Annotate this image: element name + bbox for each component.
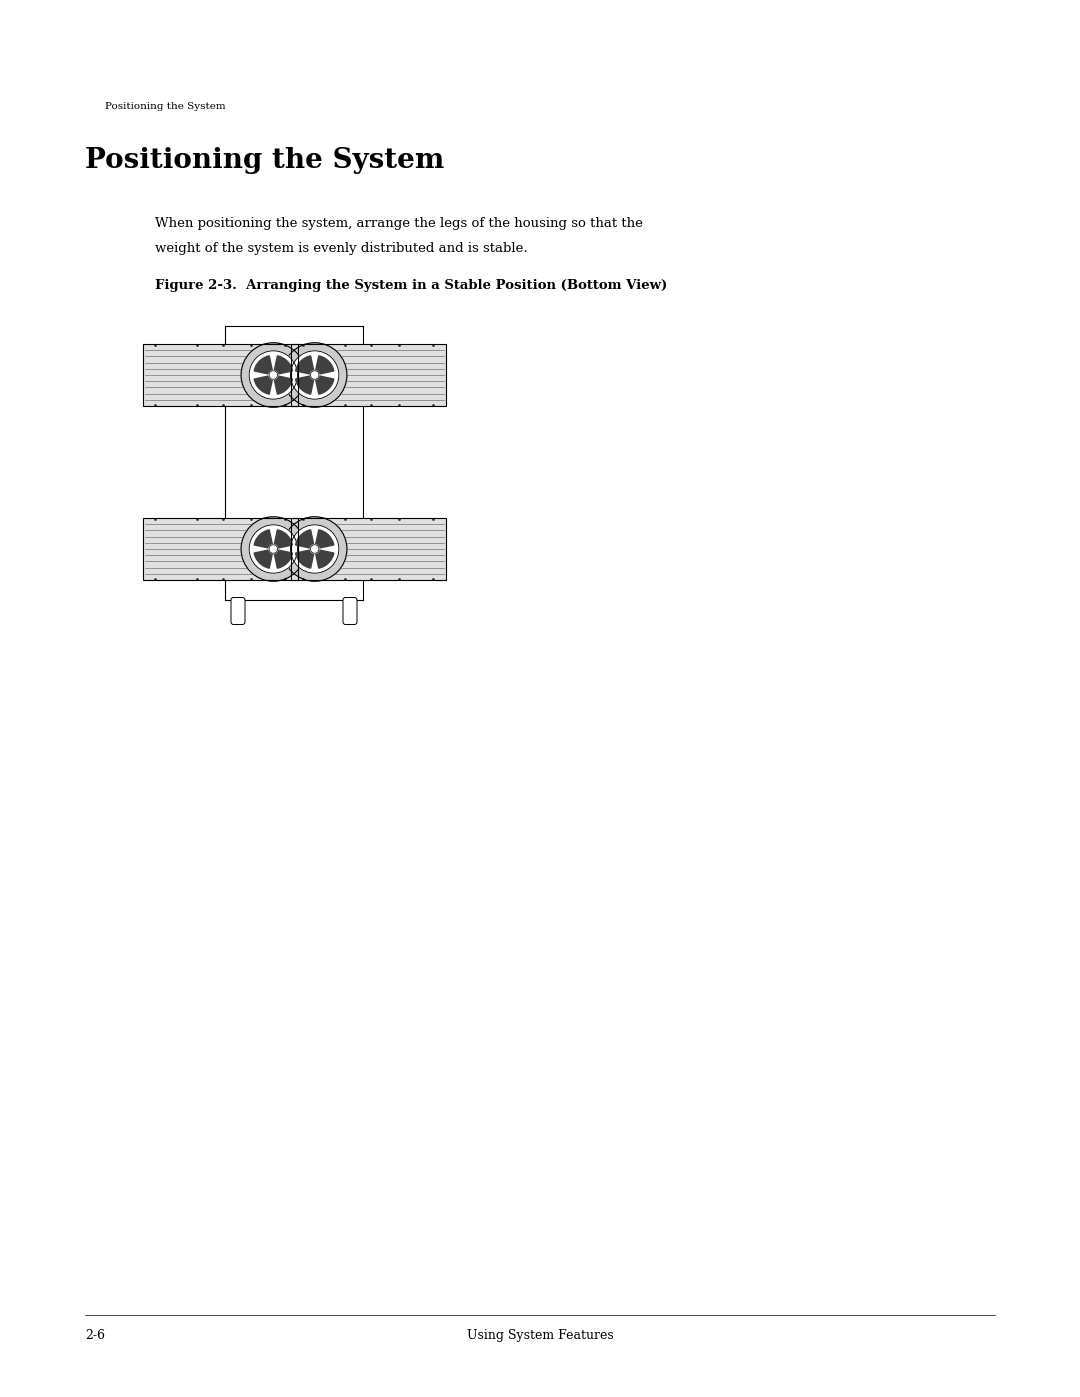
Bar xyxy=(291,344,446,407)
Polygon shape xyxy=(296,356,313,374)
Text: Using System Features: Using System Features xyxy=(467,1329,613,1343)
Circle shape xyxy=(291,525,339,573)
Circle shape xyxy=(249,351,297,400)
Text: Positioning the System: Positioning the System xyxy=(85,147,444,175)
Bar xyxy=(143,344,297,407)
FancyBboxPatch shape xyxy=(231,598,245,624)
Polygon shape xyxy=(315,376,334,394)
Circle shape xyxy=(249,525,297,573)
Circle shape xyxy=(269,370,278,379)
Circle shape xyxy=(241,342,306,408)
Text: 2-6: 2-6 xyxy=(85,1329,105,1343)
Text: Positioning the System: Positioning the System xyxy=(105,102,226,110)
Text: Figure 2-3.  Arranging the System in a Stable Position (Bottom View): Figure 2-3. Arranging the System in a St… xyxy=(156,279,667,292)
Circle shape xyxy=(310,545,319,553)
Polygon shape xyxy=(274,529,293,548)
Circle shape xyxy=(269,545,278,553)
Polygon shape xyxy=(315,550,334,569)
Circle shape xyxy=(241,517,306,581)
Bar xyxy=(291,518,446,580)
Circle shape xyxy=(310,370,319,379)
Polygon shape xyxy=(296,376,313,394)
FancyBboxPatch shape xyxy=(343,598,357,624)
Bar xyxy=(291,518,446,580)
Circle shape xyxy=(283,342,347,408)
Polygon shape xyxy=(254,529,272,548)
Bar xyxy=(143,518,297,580)
Polygon shape xyxy=(315,529,334,548)
Bar xyxy=(291,344,446,407)
Polygon shape xyxy=(254,376,272,394)
Polygon shape xyxy=(254,550,272,569)
Text: weight of the system is evenly distributed and is stable.: weight of the system is evenly distribut… xyxy=(156,242,528,256)
Bar xyxy=(143,518,297,580)
Polygon shape xyxy=(254,356,272,374)
Text: When positioning the system, arrange the legs of the housing so that the: When positioning the system, arrange the… xyxy=(156,217,643,231)
Polygon shape xyxy=(274,356,293,374)
Bar xyxy=(143,344,297,407)
Polygon shape xyxy=(274,550,293,569)
Polygon shape xyxy=(274,376,293,394)
Polygon shape xyxy=(296,550,313,569)
Circle shape xyxy=(291,351,339,400)
Polygon shape xyxy=(296,529,313,548)
Polygon shape xyxy=(315,356,334,374)
Circle shape xyxy=(283,517,347,581)
